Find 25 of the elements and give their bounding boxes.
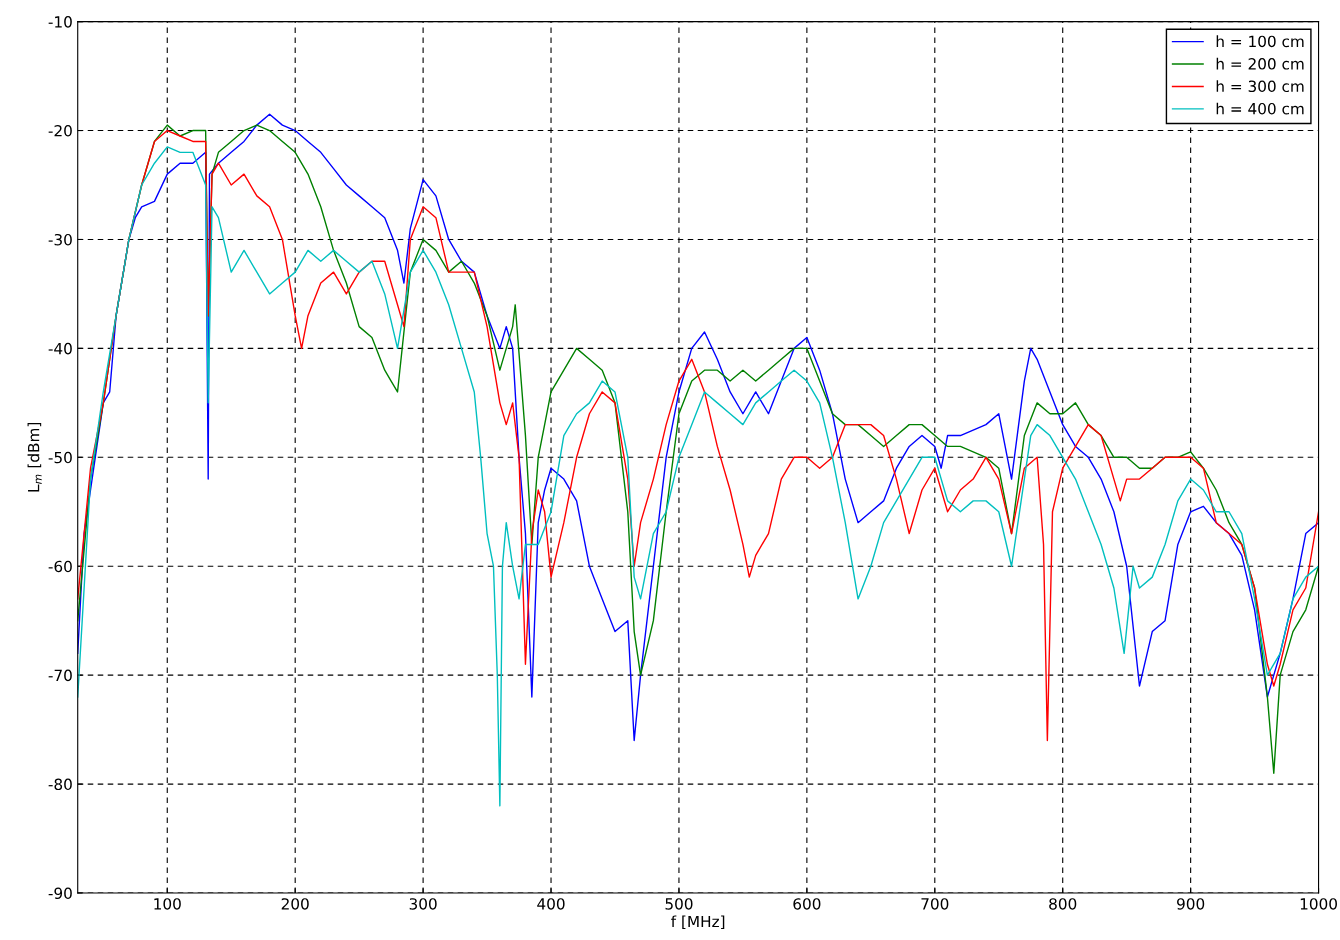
legend-label: h = 200 cm — [1216, 57, 1304, 70]
legend-label: h = 400 cm — [1216, 102, 1304, 115]
x-tick-label: 600 — [793, 898, 821, 910]
y-tick-label: -60 — [48, 560, 72, 573]
y-tick-label: -40 — [48, 342, 72, 355]
y-tick-label: -90 — [48, 887, 72, 900]
y-tick-label: -80 — [48, 778, 72, 791]
x-tick-label: 400 — [537, 898, 565, 910]
y-tick-label: -30 — [48, 233, 72, 246]
y-tick-label: -50 — [48, 451, 72, 464]
x-tick-label: 300 — [409, 898, 437, 910]
legend-label: h = 100 cm — [1216, 35, 1304, 48]
x-tick-label: 700 — [921, 898, 949, 910]
y-tick-label: -70 — [48, 669, 72, 682]
y-axis-title: L$_{m}$ [dBm] — [27, 422, 42, 492]
x-tick-label: 1000 — [1300, 898, 1337, 910]
x-tick-label: 100 — [154, 898, 181, 910]
x-tick-label: 200 — [281, 898, 309, 910]
y-tick-label: -20 — [48, 125, 72, 137]
y-tick-label: -10 — [48, 16, 72, 28]
x-tick-label: 500 — [665, 898, 693, 910]
x-tick-label: 800 — [1049, 898, 1077, 910]
x-tick-label: 900 — [1177, 898, 1205, 910]
legend-label: h = 300 cm — [1216, 80, 1304, 93]
x-axis-title: f [MHz] — [671, 915, 725, 930]
